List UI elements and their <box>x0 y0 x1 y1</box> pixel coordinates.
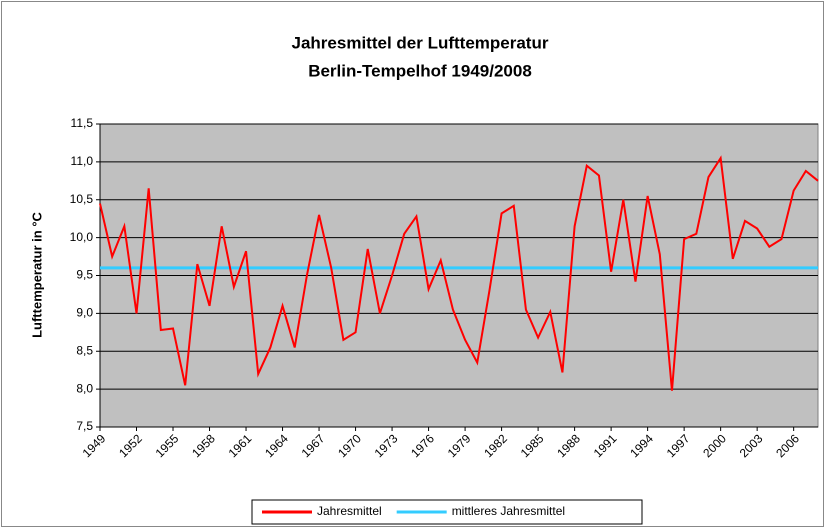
y-tick-label: 10,5 <box>70 192 94 206</box>
y-tick-label: 11,5 <box>71 116 94 130</box>
y-tick-label: 9,5 <box>76 268 93 282</box>
y-tick-label: 11,0 <box>71 154 94 168</box>
chart-subtitle: Berlin-Tempelhof 1949/2008 <box>308 61 532 80</box>
y-tick-label: 8,0 <box>76 381 93 395</box>
legend-label: Jahresmittel <box>317 504 382 518</box>
y-tick-label: 9,0 <box>76 306 93 320</box>
legend-box <box>251 499 643 525</box>
data-line <box>99 155 819 391</box>
legend-label: mittleres Jahresmittel <box>452 504 565 518</box>
y-axis-label: Lufttemperatur in °C <box>29 211 44 337</box>
y-tick-label: 8,5 <box>76 343 93 357</box>
chart-title: Jahresmittel der Lufttemperatur <box>292 33 549 52</box>
y-tick-label: 7,5 <box>76 419 93 433</box>
y-tick-label: 10,0 <box>70 230 94 244</box>
